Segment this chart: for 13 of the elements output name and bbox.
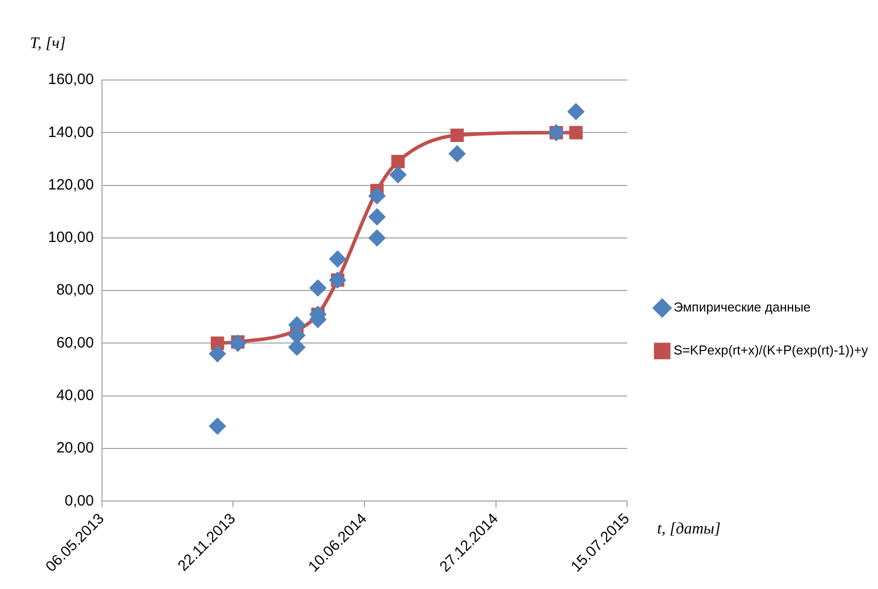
y-tick-label: 60,00 [56,334,94,352]
legend-label: Эмпирические данные [674,300,811,315]
y-axis-title: T, [ч] [30,35,66,52]
y-tick-label: 140,00 [48,124,94,141]
y-tick-label: 40,00 [56,387,94,404]
y-tick-label: 20,00 [56,440,94,457]
y-tick-label: 120,00 [48,176,94,194]
y-tick-label: 0,00 [64,492,94,510]
y-tick-label: 160,00 [48,71,94,88]
x-axis-title: t, [даты] [657,520,721,538]
y-tick-label: 80,00 [56,282,94,299]
legend-label: S=KPexp(rt+x)/(K+P(exp(rt)-1))+y [674,342,868,358]
y-tick-label: 100,00 [48,229,94,246]
